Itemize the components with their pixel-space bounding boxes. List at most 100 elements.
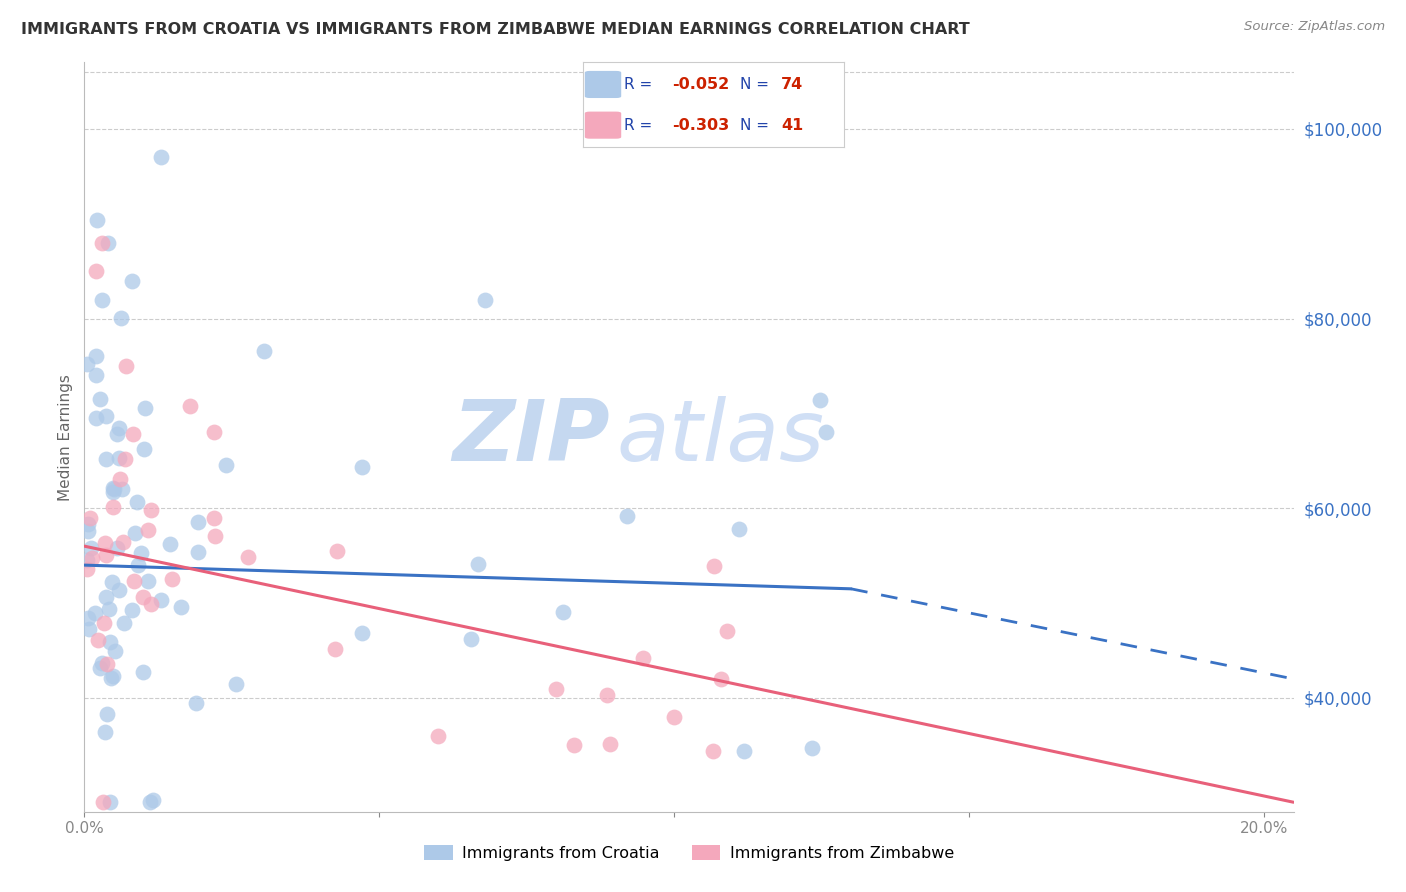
Point (808, 393, 831, 408)
Text: R =: R = (624, 78, 657, 93)
Point (93, 536, 115, 550)
Point (427, 729, 450, 743)
Point (100, 574, 122, 589)
Point (728, 522, 751, 536)
Text: Source: ZipAtlas.com: Source: ZipAtlas.com (1244, 20, 1385, 33)
Point (142, 793, 165, 807)
Text: atlas: atlas (616, 395, 824, 479)
Point (134, 401, 156, 415)
Point (76, 553, 98, 567)
Point (121, 274, 143, 288)
Point (114, 451, 136, 466)
Point (77, 622, 100, 636)
Point (702, 744, 724, 758)
Text: N =: N = (740, 78, 773, 93)
Point (187, 545, 209, 559)
Point (150, 593, 173, 607)
Point (89, 392, 111, 406)
FancyBboxPatch shape (585, 112, 621, 139)
Point (91, 293, 114, 307)
Text: 74: 74 (782, 78, 803, 93)
Point (159, 537, 181, 551)
Point (111, 482, 134, 496)
Point (474, 293, 496, 307)
Point (141, 503, 163, 517)
Point (84, 350, 107, 364)
Point (204, 529, 226, 543)
Point (79, 510, 101, 524)
Point (80, 551, 103, 566)
Point (101, 481, 124, 495)
Point (127, 558, 149, 572)
Point (110, 310, 132, 325)
Point (633, 651, 655, 665)
Point (96, 590, 118, 604)
Point (114, 616, 136, 631)
Point (170, 600, 193, 615)
Point (179, 400, 201, 414)
Point (84, 607, 107, 621)
Point (103, 500, 125, 514)
Point (186, 696, 208, 710)
Point (460, 632, 482, 646)
Point (150, 150, 173, 164)
Point (77, 610, 100, 624)
Point (76, 357, 98, 371)
Point (87, 632, 110, 647)
Y-axis label: Median Earnings: Median Earnings (58, 374, 73, 500)
Point (253, 344, 276, 359)
Point (139, 795, 162, 809)
Point (121, 603, 143, 617)
Point (236, 550, 259, 565)
Point (80, 541, 103, 556)
FancyBboxPatch shape (585, 71, 621, 98)
Point (162, 572, 184, 586)
Point (350, 459, 373, 474)
Point (108, 421, 131, 435)
Point (323, 642, 346, 657)
Text: N =: N = (740, 118, 773, 133)
Point (703, 559, 725, 574)
Text: R =: R = (624, 118, 657, 133)
Point (89, 660, 111, 674)
Point (562, 739, 585, 753)
Point (96, 706, 118, 721)
Point (108, 472, 131, 486)
Point (122, 427, 145, 442)
Point (599, 737, 621, 751)
Point (616, 508, 638, 523)
Point (467, 557, 489, 571)
Point (77, 524, 100, 539)
Point (76, 562, 98, 576)
Point (815, 425, 838, 439)
Text: IMMIGRANTS FROM CROATIA VS IMMIGRANTS FROM ZIMBABWE MEDIAN EARNINGS CORRELATION : IMMIGRANTS FROM CROATIA VS IMMIGRANTS FR… (21, 22, 970, 37)
Point (98, 635, 121, 649)
Point (136, 523, 159, 537)
Point (103, 483, 125, 497)
Point (733, 743, 755, 757)
Point (108, 451, 131, 466)
Point (122, 574, 145, 588)
Text: ZIP: ZIP (453, 395, 610, 479)
Point (801, 741, 824, 756)
Point (129, 546, 152, 560)
Point (84, 368, 107, 383)
Point (108, 582, 131, 597)
Point (350, 626, 373, 640)
Point (94, 548, 117, 562)
Point (105, 427, 128, 442)
Point (716, 624, 738, 638)
Point (76, 517, 98, 532)
Point (91, 795, 114, 809)
Point (98, 795, 121, 809)
Point (98, 602, 121, 616)
Point (139, 598, 162, 612)
Point (101, 484, 124, 499)
Point (100, 671, 122, 685)
Text: 41: 41 (782, 118, 803, 133)
Point (202, 425, 225, 440)
Point (202, 510, 225, 524)
Legend: Immigrants from Croatia, Immigrants from Zimbabwe: Immigrants from Croatia, Immigrants from… (418, 838, 960, 867)
Point (97, 235, 120, 250)
Point (94, 451, 117, 466)
